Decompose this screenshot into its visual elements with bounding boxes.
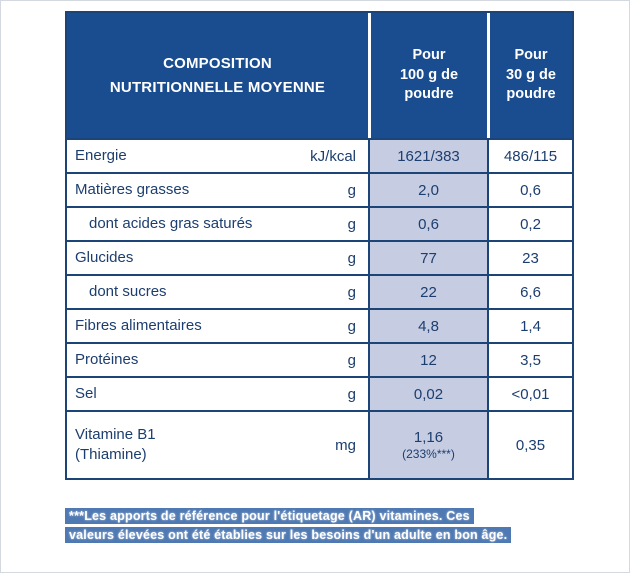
- footnote-line-2: valeurs élevées ont été établies sur les…: [65, 527, 512, 543]
- table-row-matieres-grasses: Matières grasses g 2,0 0,6: [67, 172, 572, 206]
- row-label: Sel: [75, 384, 97, 402]
- percent-reference-note: (233%***): [402, 446, 455, 461]
- row-label: Protéines: [75, 350, 139, 368]
- value-per-30g: 3,5: [487, 344, 572, 376]
- row-unit: g: [347, 351, 356, 369]
- value-per-30g: <0,01: [487, 378, 572, 410]
- row-label: Matières grasses: [75, 180, 190, 198]
- table-row-vitamine-b1: Vitamine B1 (Thiamine) mg 1,16 (233%***)…: [67, 410, 572, 478]
- value-per-30g: 0,2: [487, 208, 572, 240]
- header-composition: COMPOSITION NUTRITIONNELLE MOYENNE: [67, 13, 368, 138]
- row-unit: g: [347, 181, 356, 199]
- value-per-30g: 23: [487, 242, 572, 274]
- row-unit: g: [347, 249, 356, 267]
- value-per-30g: 0,35: [487, 412, 572, 478]
- value-per-30g: 0,6: [487, 174, 572, 206]
- row-label: dont sucres: [89, 282, 167, 300]
- value-per-100g: 0,02: [368, 378, 487, 410]
- value-per-30g: 1,4: [487, 310, 572, 342]
- row-unit: mg: [335, 436, 356, 454]
- row-unit: g: [347, 317, 356, 335]
- table-row-sucres: dont sucres g 22 6,6: [67, 274, 572, 308]
- footnote: ***Les apports de référence pour l'étiqu…: [65, 508, 512, 546]
- row-label: Energie: [75, 146, 127, 164]
- table-row-sel: Sel g 0,02 <0,01: [67, 376, 572, 410]
- value-per-100g: 0,6: [368, 208, 487, 240]
- value-per-30g: 6,6: [487, 276, 572, 308]
- table-row-energie: Energie kJ/kcal 1621/383 486/115: [67, 138, 572, 172]
- table-header-row: COMPOSITION NUTRITIONNELLE MOYENNE Pour …: [67, 13, 572, 138]
- value-per-100g: 1,16 (233%***): [368, 412, 487, 478]
- table-row-fibres: Fibres alimentaires g 4,8 1,4: [67, 308, 572, 342]
- header-per-30g: Pour 30 g de poudre: [487, 13, 572, 138]
- row-unit: g: [347, 215, 356, 233]
- value-per-100g: 12: [368, 344, 487, 376]
- row-unit: g: [347, 283, 356, 301]
- table-row-proteines: Protéines g 12 3,5: [67, 342, 572, 376]
- table-row-acides-gras-satures: dont acides gras saturés g 0,6 0,2: [67, 206, 572, 240]
- value-per-30g: 486/115: [487, 140, 572, 172]
- value-per-100g: 77: [368, 242, 487, 274]
- table-row-glucides: Glucides g 77 23: [67, 240, 572, 274]
- row-label: Vitamine B1 (Thiamine): [75, 425, 156, 463]
- row-label: Glucides: [75, 248, 134, 266]
- value-per-100g: 4,8: [368, 310, 487, 342]
- nutrition-table: COMPOSITION NUTRITIONNELLE MOYENNE Pour …: [65, 11, 574, 480]
- value-per-100g: 22: [368, 276, 487, 308]
- row-label: Fibres alimentaires: [75, 316, 202, 334]
- row-unit: g: [347, 385, 356, 403]
- footnote-line-1: ***Les apports de référence pour l'étiqu…: [65, 508, 474, 524]
- header-per-100g: Pour 100 g de poudre: [368, 13, 487, 138]
- row-unit: kJ/kcal: [310, 147, 356, 165]
- value-per-100g: 2,0: [368, 174, 487, 206]
- row-label: dont acides gras saturés: [89, 214, 253, 232]
- value-per-100g: 1621/383: [368, 140, 487, 172]
